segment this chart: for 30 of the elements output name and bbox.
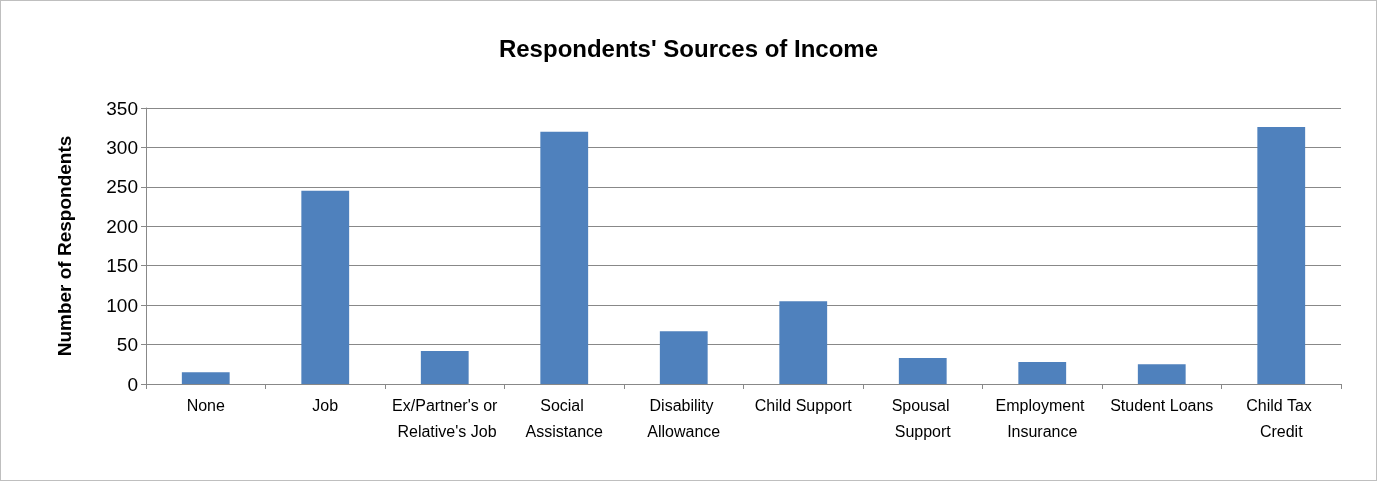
y-tick-label: 250 (106, 176, 138, 198)
y-axis-title: Number of Respondents (54, 135, 75, 357)
y-tick-label: 0 (127, 373, 138, 395)
bar (1018, 361, 1067, 384)
y-tick-label: 50 (116, 334, 138, 356)
bar (1137, 364, 1186, 384)
bar (420, 350, 469, 384)
x-tick-label: Ex/Partner's or Relative's Job (392, 396, 499, 440)
y-tick-label: 150 (106, 255, 138, 277)
bar (181, 372, 230, 384)
chart-title: Respondents' Sources of Income (498, 34, 879, 62)
bar (779, 301, 828, 384)
x-tick-label: None (186, 396, 225, 414)
bar (540, 131, 589, 384)
y-tick-label: 100 (106, 294, 138, 316)
y-tick-label: 300 (106, 136, 138, 158)
x-tick-label: Disability Allowance (647, 396, 721, 440)
bar (898, 357, 947, 384)
y-tick-label: 200 (106, 215, 138, 237)
x-tick-label: Employment Insurance (995, 396, 1089, 440)
bar (659, 331, 708, 384)
x-tick-label: Job (312, 396, 339, 414)
x-tick-label: Student Loans (1110, 396, 1214, 414)
x-tick-label: Child Tax Credit (1246, 396, 1317, 440)
x-tick-label: Spousal Support (891, 396, 954, 440)
x-tick-label: Social Assistance (525, 396, 604, 440)
y-tick-label: 350 (106, 97, 138, 119)
bar (1257, 126, 1306, 384)
x-tick-label: Child Support (754, 396, 853, 414)
bar (301, 190, 350, 384)
